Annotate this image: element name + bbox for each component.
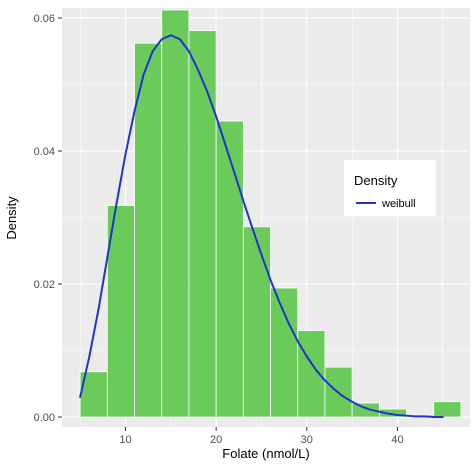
x-tick-label: 30 <box>301 434 313 446</box>
y-tick-label: 0.06 <box>34 13 55 25</box>
histogram-bar <box>188 30 217 418</box>
legend-title: Density <box>354 173 398 188</box>
x-tick-label: 20 <box>210 434 222 446</box>
x-tick-label: 40 <box>391 434 403 446</box>
histogram-bar <box>134 42 163 418</box>
y-tick-label: 0.04 <box>34 146 55 158</box>
x-tick-label: 10 <box>119 434 131 446</box>
histogram-bar <box>106 205 135 418</box>
bars-layer <box>79 9 462 418</box>
histogram-bar <box>378 408 407 418</box>
histogram-bar <box>79 371 108 418</box>
y-axis-title: Density <box>4 196 19 240</box>
curve-layer <box>79 34 444 419</box>
histogram-bar <box>215 120 244 418</box>
histogram-bar <box>433 401 462 418</box>
axis-layer: 10 20 30 40 0.00 0.02 0.04 0.06 <box>34 13 404 446</box>
x-axis-title: Folate (nmol/L) <box>222 446 309 461</box>
y-tick-label: 0.02 <box>34 279 55 291</box>
histogram-bar <box>297 330 326 418</box>
density-curve-weibull <box>79 34 444 419</box>
y-tick-label: 0.00 <box>34 412 55 424</box>
legend: Density weibull <box>344 160 436 216</box>
legend-label-weibull: weibull <box>381 198 416 210</box>
legend-background <box>344 160 436 216</box>
histogram-bar <box>161 9 190 418</box>
histogram-bar <box>270 287 299 418</box>
histogram-bar <box>242 226 271 418</box>
